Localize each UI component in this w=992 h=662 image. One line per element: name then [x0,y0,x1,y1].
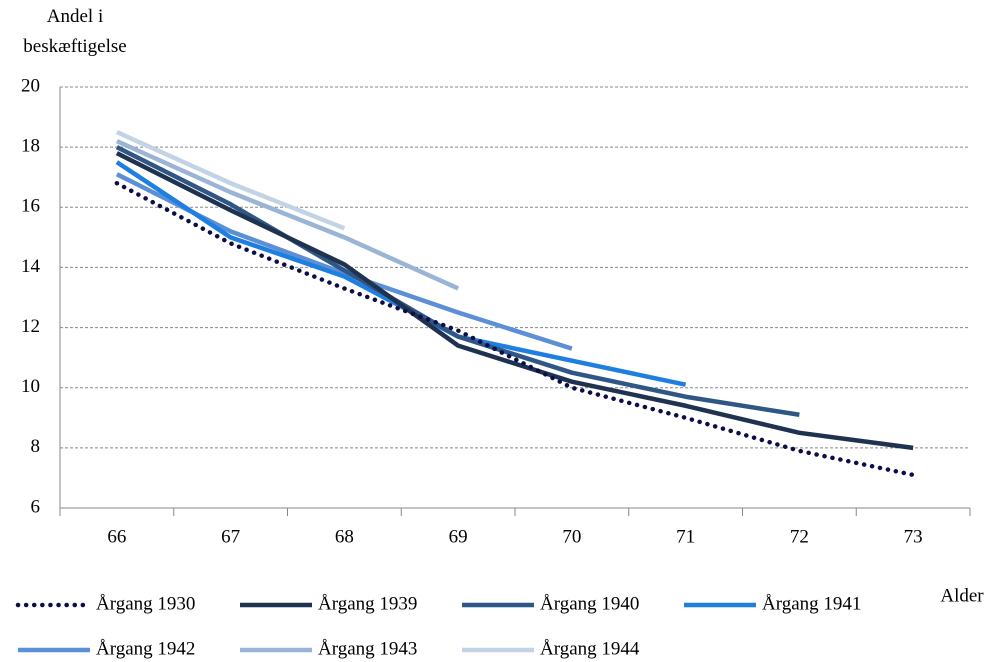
y-tick-label: 8 [31,436,41,457]
series-line [114,180,916,478]
series-line [115,151,914,451]
series-line [115,139,460,291]
y-tick-label: 20 [21,75,40,96]
x-tick-label: 71 [676,526,695,547]
legend-label: Årgang 1930 [96,593,195,614]
y-tick-label: 10 [21,376,40,397]
series-line [115,172,573,351]
x-axis-label: Alder [940,585,984,606]
x-tick-label: 68 [335,526,354,547]
legend-label: Årgang 1941 [762,593,861,614]
x-tick-label: 70 [562,526,581,547]
y-tick-label: 12 [21,316,40,337]
series-line [115,130,346,231]
y-axis-label: Andel i beskæftigelse [23,6,127,57]
legend-label: Årgang 1942 [96,638,195,659]
y-tick-label: 18 [21,136,40,157]
x-tick-label: 66 [107,526,126,547]
y-tick-label: 16 [21,196,40,217]
series-line [115,145,800,418]
legend-label: Årgang 1940 [540,593,639,614]
x-tick-label: 72 [790,526,809,547]
legend-label: Årgang 1944 [540,638,640,659]
legend-label: Årgang 1943 [318,638,417,659]
legend-label: Årgang 1939 [318,593,417,614]
y-tick-label: 14 [21,256,41,277]
y-tick-label: 6 [31,496,41,517]
x-tick-label: 67 [221,526,240,547]
x-tick-label: 73 [904,526,923,547]
x-tick-label: 69 [449,526,468,547]
